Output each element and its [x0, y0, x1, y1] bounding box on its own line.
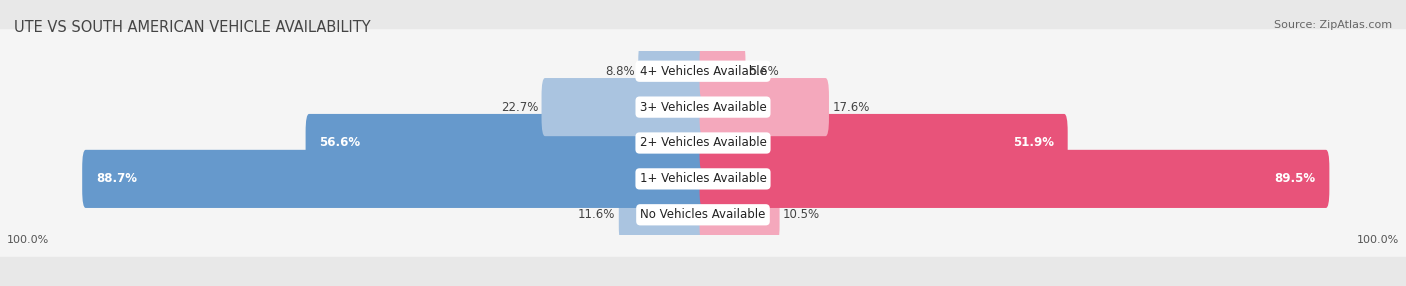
FancyBboxPatch shape	[700, 78, 830, 136]
FancyBboxPatch shape	[0, 101, 1406, 185]
FancyBboxPatch shape	[700, 42, 745, 100]
FancyBboxPatch shape	[700, 150, 1330, 208]
FancyBboxPatch shape	[305, 114, 706, 172]
FancyBboxPatch shape	[638, 42, 706, 100]
FancyBboxPatch shape	[0, 29, 1406, 113]
FancyBboxPatch shape	[619, 186, 706, 244]
Text: 5.6%: 5.6%	[749, 65, 779, 78]
Text: 4+ Vehicles Available: 4+ Vehicles Available	[640, 65, 766, 78]
Text: 56.6%: 56.6%	[319, 136, 361, 150]
FancyBboxPatch shape	[0, 173, 1406, 257]
Text: 1+ Vehicles Available: 1+ Vehicles Available	[640, 172, 766, 185]
FancyBboxPatch shape	[700, 186, 779, 244]
Text: 17.6%: 17.6%	[832, 101, 870, 114]
Text: 100.0%: 100.0%	[1357, 235, 1399, 245]
FancyBboxPatch shape	[541, 78, 706, 136]
Text: UTE VS SOUTH AMERICAN VEHICLE AVAILABILITY: UTE VS SOUTH AMERICAN VEHICLE AVAILABILI…	[14, 20, 371, 35]
Text: 10.5%: 10.5%	[783, 208, 820, 221]
Text: 8.8%: 8.8%	[605, 65, 634, 78]
FancyBboxPatch shape	[0, 65, 1406, 149]
Text: 22.7%: 22.7%	[501, 101, 538, 114]
Text: 11.6%: 11.6%	[578, 208, 616, 221]
FancyBboxPatch shape	[700, 114, 1067, 172]
Text: 51.9%: 51.9%	[1012, 136, 1053, 150]
Text: No Vehicles Available: No Vehicles Available	[640, 208, 766, 221]
Text: 89.5%: 89.5%	[1274, 172, 1316, 185]
Legend: Ute, South American: Ute, South American	[607, 282, 799, 286]
FancyBboxPatch shape	[82, 150, 706, 208]
Text: 3+ Vehicles Available: 3+ Vehicles Available	[640, 101, 766, 114]
FancyBboxPatch shape	[0, 137, 1406, 221]
Text: 88.7%: 88.7%	[96, 172, 138, 185]
Text: Source: ZipAtlas.com: Source: ZipAtlas.com	[1274, 20, 1392, 30]
Text: 2+ Vehicles Available: 2+ Vehicles Available	[640, 136, 766, 150]
Text: 100.0%: 100.0%	[7, 235, 49, 245]
